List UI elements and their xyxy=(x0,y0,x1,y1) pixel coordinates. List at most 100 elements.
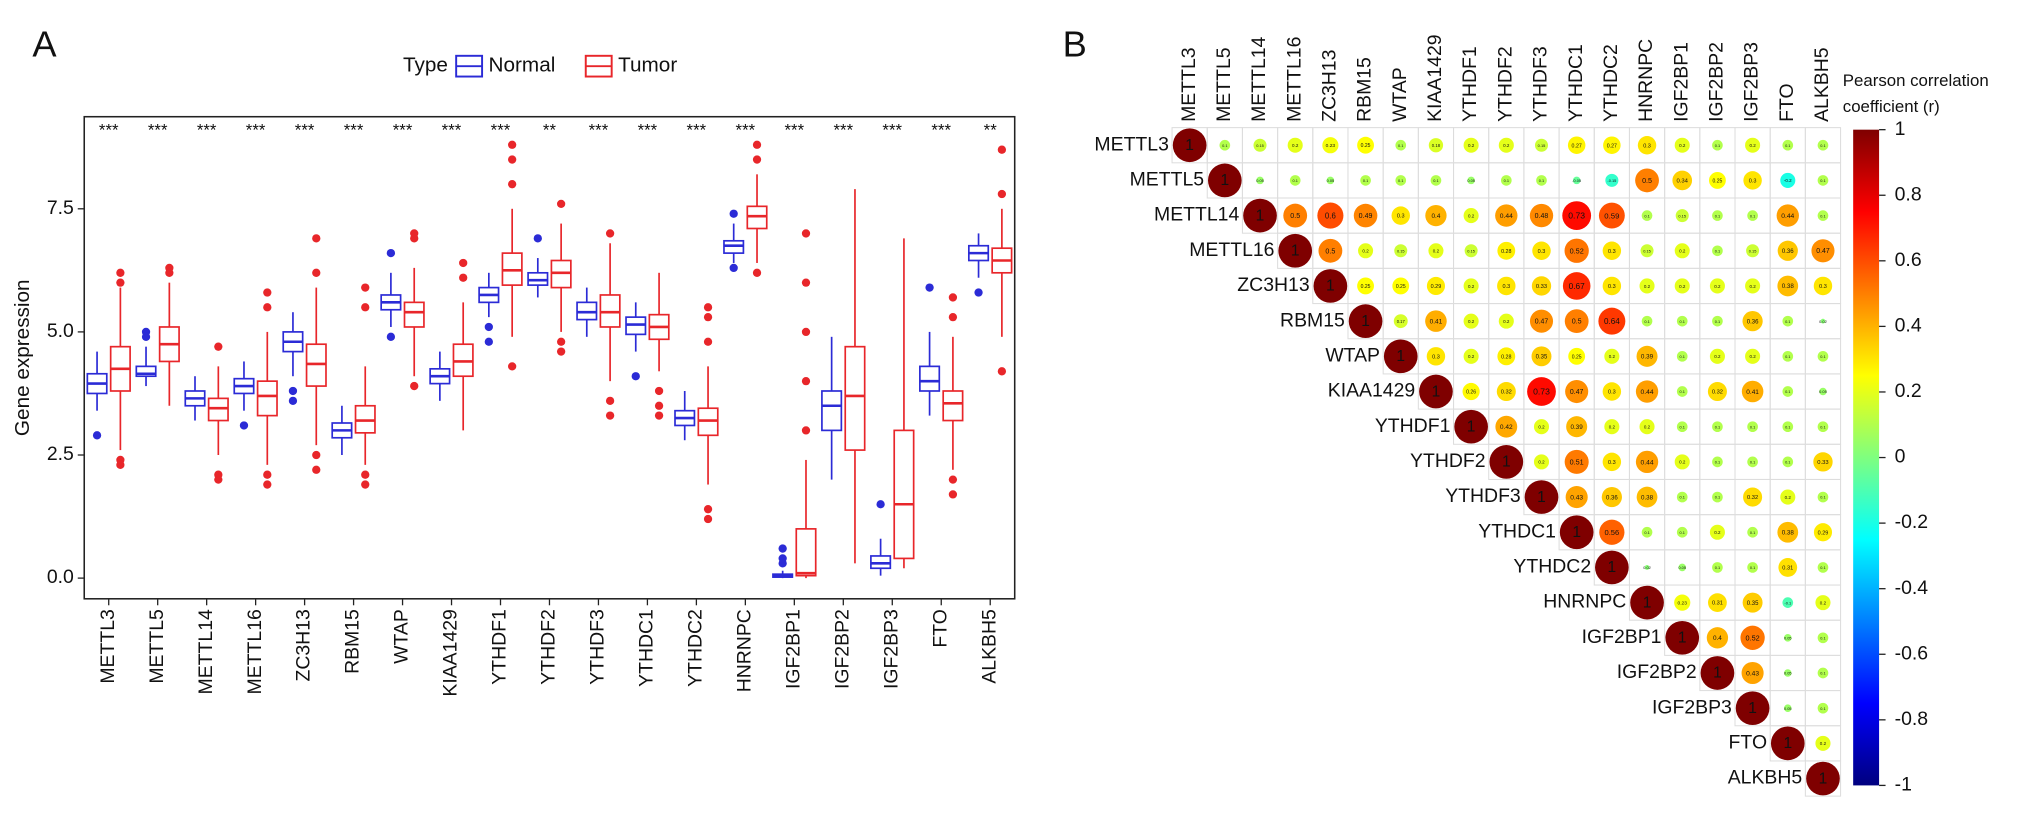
legend-label: Tumor xyxy=(618,54,677,77)
correlation-value: 0.1 xyxy=(1715,565,1720,570)
correlation-dot xyxy=(1498,313,1514,329)
x-tick-label: RBM15 xyxy=(342,609,364,674)
outlier xyxy=(214,475,223,484)
column-label: FTO xyxy=(1776,83,1798,121)
correlation-value: 0.1 xyxy=(1750,213,1755,218)
correlation-value: 0.15 xyxy=(1643,248,1651,253)
correlation-value: 0.32 xyxy=(1501,390,1512,396)
correlation-value: 0.05 xyxy=(1678,565,1686,570)
correlation-value: 0.44 xyxy=(1500,213,1513,220)
correlation-value: 0.47 xyxy=(1570,389,1584,396)
outlier xyxy=(556,347,566,356)
correlation-value: -0.15 xyxy=(1607,178,1617,183)
correlation-dot xyxy=(1635,168,1659,193)
column-label: KIAA1429 xyxy=(1424,34,1446,121)
correlation-value: 0.28 xyxy=(1501,354,1511,360)
outlier xyxy=(116,278,125,287)
column-label: YTHDC1 xyxy=(1565,44,1587,122)
correlation-value: 0.1 xyxy=(1222,143,1227,148)
outlier xyxy=(654,411,664,420)
x-tick-label: METTL16 xyxy=(244,609,266,694)
correlation-value: 0.44 xyxy=(1781,213,1794,220)
correlation-dot xyxy=(1817,632,1829,644)
correlation-dot xyxy=(1740,625,1765,650)
correlation-value: 0.38 xyxy=(1782,530,1795,537)
significance: *** xyxy=(99,120,119,139)
correlation-dot xyxy=(1784,704,1792,712)
correlation-dot xyxy=(1565,486,1588,509)
correlation-dot xyxy=(1676,386,1688,397)
correlation-value: 0.42 xyxy=(1500,424,1513,431)
correlation-dot xyxy=(1782,597,1794,608)
row-label: IGF2BP2 xyxy=(1617,661,1697,683)
correlation-value: 0.44 xyxy=(1641,389,1654,396)
correlation-value: 1 xyxy=(1467,418,1476,435)
outlier xyxy=(263,470,272,479)
correlation-value: 0.05 xyxy=(1819,389,1827,394)
correlation-value: 0.27 xyxy=(1607,143,1617,149)
correlation-dot xyxy=(1357,277,1374,295)
correlation-value: 0.3 xyxy=(1432,354,1440,360)
correlation-value: 0.3 xyxy=(1608,390,1616,396)
correlation-dot xyxy=(1289,175,1301,186)
correlation-value: 0.1 xyxy=(1750,424,1755,429)
correlation-value: 0.38 xyxy=(1782,283,1795,290)
correlation-value: 0.1 xyxy=(1715,248,1720,253)
correlation-dot xyxy=(1426,347,1446,366)
x-tick-label: METTL5 xyxy=(146,609,168,683)
outlier xyxy=(948,490,958,499)
correlation-dot xyxy=(1770,726,1805,761)
correlation-dot xyxy=(1497,347,1516,366)
correlation-dot xyxy=(1742,311,1763,332)
correlation-dot xyxy=(1712,315,1723,327)
outlier xyxy=(876,500,885,509)
colorbar-tick-label: -0.2 xyxy=(1895,511,1928,533)
correlation-dot xyxy=(1602,241,1622,261)
correlation-dot xyxy=(1527,377,1556,406)
outlier xyxy=(508,362,517,371)
correlation-value: 1 xyxy=(1502,454,1511,471)
correlation-dot xyxy=(1674,243,1690,259)
correlation-dot xyxy=(1531,346,1552,367)
x-tick-label: WTAP xyxy=(391,609,413,664)
correlation-value: 0.2 xyxy=(1820,741,1827,746)
correlation-value: 0.2 xyxy=(1362,249,1369,254)
correlation-dot xyxy=(1735,691,1770,726)
correlation-dot xyxy=(1635,380,1659,403)
y-axis-title: Gene expression xyxy=(11,279,34,436)
correlation-value: 0.1 xyxy=(1785,460,1790,465)
x-tick-label: METTL14 xyxy=(195,609,217,694)
significance: *** xyxy=(442,120,462,139)
correlation-dot xyxy=(1641,210,1653,221)
correlation-dot xyxy=(1782,351,1794,362)
row-label: YTHDF3 xyxy=(1445,485,1521,507)
correlation-value: 0.2 xyxy=(1749,284,1756,289)
correlation-value: 0.23 xyxy=(1326,143,1336,149)
correlation-value: 0.29 xyxy=(1818,530,1829,536)
significance: ** xyxy=(543,120,557,139)
row-label: METTL14 xyxy=(1154,204,1239,226)
outlier xyxy=(801,278,811,287)
x-tick-label: ZC3H13 xyxy=(293,609,315,681)
correlation-dot xyxy=(1743,171,1762,190)
correlation-dot xyxy=(1665,620,1700,655)
correlation-value: 0.1 xyxy=(1715,495,1720,500)
correlation-value: 0.6 xyxy=(1325,211,1336,220)
correlation-dot xyxy=(1430,175,1442,186)
colorbar-tick-label: -0.8 xyxy=(1895,708,1928,730)
correlation-dot xyxy=(1567,136,1586,154)
outlier xyxy=(116,268,125,277)
correlation-value: 1 xyxy=(1783,735,1792,752)
correlation-value: 0.33 xyxy=(1817,460,1828,466)
outlier xyxy=(752,140,762,149)
correlation-dot xyxy=(1599,519,1625,545)
correlation-dot xyxy=(1604,419,1620,435)
correlation-value: 0.3 xyxy=(1397,214,1405,220)
outlier xyxy=(729,263,738,273)
correlation-dot xyxy=(1564,449,1589,474)
correlation-dot xyxy=(1532,241,1551,261)
correlation-dot xyxy=(1419,374,1453,409)
correlation-value: 0.25 xyxy=(1361,143,1371,149)
correlation-value: 0.3 xyxy=(1538,249,1546,255)
correlation-dot xyxy=(1712,562,1723,573)
